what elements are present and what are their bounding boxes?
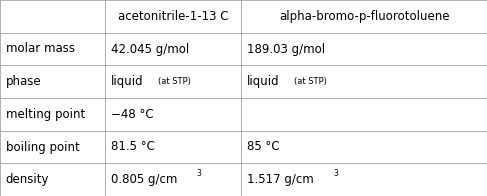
Text: 42.045 g/mol: 42.045 g/mol <box>111 43 189 55</box>
Text: alpha-bromo-p-fluorotoluene: alpha-bromo-p-fluorotoluene <box>279 10 450 23</box>
Text: 0.805 g/cm: 0.805 g/cm <box>111 173 177 186</box>
Text: 3: 3 <box>333 169 338 178</box>
Text: 3: 3 <box>196 169 201 178</box>
Text: liquid: liquid <box>247 75 280 88</box>
Text: acetonitrile-1-13 C: acetonitrile-1-13 C <box>118 10 228 23</box>
Text: melting point: melting point <box>6 108 85 121</box>
Text: density: density <box>6 173 49 186</box>
Text: 81.5 °C: 81.5 °C <box>111 141 154 153</box>
Text: 1.517 g/cm: 1.517 g/cm <box>247 173 314 186</box>
Text: 85 °C: 85 °C <box>247 141 280 153</box>
Text: −48 °C: −48 °C <box>111 108 153 121</box>
Text: 189.03 g/mol: 189.03 g/mol <box>247 43 325 55</box>
Text: boiling point: boiling point <box>6 141 79 153</box>
Text: (at STP): (at STP) <box>157 77 190 86</box>
Text: phase: phase <box>6 75 41 88</box>
Text: liquid: liquid <box>111 75 143 88</box>
Text: molar mass: molar mass <box>6 43 75 55</box>
Text: (at STP): (at STP) <box>294 77 327 86</box>
